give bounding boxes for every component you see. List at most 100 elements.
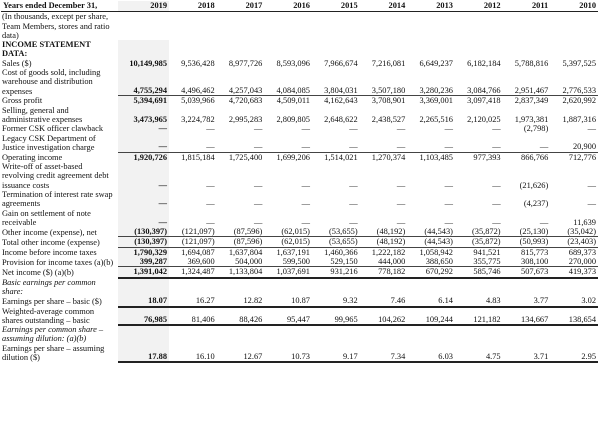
cell-value: — (118, 133, 169, 153)
income-statement-table: Years ended December 31, 2019 2018 2017 201… (1, 1, 598, 364)
cell-value (312, 278, 360, 297)
cell-value: (53,655) (311, 227, 360, 238)
cell-value: — (206, 217, 215, 227)
cell-value: 308,100 (502, 257, 551, 268)
cell-value (169, 325, 217, 344)
cell-value: 3,369,001 (419, 96, 453, 106)
cell-value: (23,403) (550, 236, 598, 248)
cell-value: 9,536,428 (181, 58, 215, 68)
cell-value: (21,626) (519, 180, 549, 190)
cell-value: (121,097) (169, 236, 217, 248)
cell-value: 7.34 (359, 343, 408, 364)
cell-value: 138,654 (550, 306, 598, 327)
cell-value: — (118, 208, 169, 228)
cell-value: 5,394,691 (118, 95, 169, 106)
cell-value: 2,648,622 (324, 115, 358, 125)
cell-value: 2,438,527 (371, 115, 406, 125)
row-label: Sales ($) (2, 58, 32, 68)
table-row: Sales ($) 10,149,985 9,536,428 8,977,726 8,5… (1, 58, 598, 69)
table-row: Provision for income taxes (a)(b) 399,287… (1, 257, 598, 268)
row-label: Total other income (expense) (2, 237, 100, 247)
cell-value (407, 278, 455, 297)
cell-value: 5,788,816 (514, 58, 549, 68)
cell-value: 1,037,691 (264, 266, 312, 279)
table-row: INCOME STATEMENT DATA: (1, 40, 598, 59)
cell-value: 1,103,485 (419, 152, 453, 162)
cell-value: 1,058,942 (419, 247, 453, 257)
cell-value: (44,543) (407, 227, 455, 238)
cell-value: 941,521 (473, 247, 501, 257)
cell-value: 99,965 (311, 306, 360, 327)
row-label: Gain on settlement of note receivable (2, 208, 91, 227)
cell-value: 7,216,081 (371, 58, 406, 68)
cell-value: (35,042) (550, 227, 598, 238)
cell-value (455, 40, 503, 59)
cell-value: 1,270,374 (371, 152, 406, 162)
cell-value (503, 325, 551, 344)
cell-value: 3,224,782 (181, 115, 215, 125)
cell-value (407, 325, 455, 344)
cell-value: — (301, 199, 310, 209)
table-row: Operating income 1,920,726 1,815,184 1,725,… (1, 152, 598, 163)
cell-value (360, 40, 408, 59)
cell-value: 20,900 (550, 133, 598, 153)
cell-value: — (396, 217, 406, 227)
cell-value: 689,373 (568, 247, 596, 257)
cell-value: — (216, 133, 265, 153)
header-title: Years ended December 31, (1, 1, 118, 13)
cell-value: — (444, 124, 453, 134)
cell-value (264, 40, 312, 59)
cell-value: — (301, 124, 310, 134)
cell-value: 3.71 (502, 343, 551, 364)
cell-value: 670,292 (407, 266, 455, 279)
cell-value: 2,776,533 (550, 68, 598, 97)
cell-value: 4,162,643 (324, 96, 358, 106)
table-row: Gain on settlement of note receivable — — —… (1, 208, 598, 228)
cell-value: — (311, 133, 360, 153)
cell-value: — (206, 124, 215, 134)
cell-value: (25,130) (502, 227, 551, 238)
cell-value: — (444, 180, 453, 190)
row-label: INCOME STATEMENT DATA: (2, 40, 91, 59)
cell-value: 1,637,804 (228, 247, 263, 257)
cell-value: 4.83 (454, 296, 503, 308)
cell-value: (130,397) (118, 227, 169, 238)
cell-value: 1,222,182 (371, 247, 406, 257)
cell-value (550, 278, 598, 297)
cell-value: 104,262 (359, 306, 408, 327)
cell-value (118, 40, 169, 59)
year-header: 2019 (118, 1, 169, 13)
cell-value: 3,473,965 (118, 105, 169, 125)
cell-value: (2,798) (523, 124, 549, 134)
cell-value: 444,000 (359, 257, 408, 268)
table-row: Cost of goods sold, including warehouse … (1, 68, 598, 97)
cell-value: — (444, 199, 453, 209)
cell-value: 3.02 (550, 296, 598, 308)
cell-value: 2,265,516 (419, 115, 453, 125)
cell-value: 88,426 (216, 306, 265, 327)
year-header: 2014 (359, 1, 408, 13)
cell-value: — (396, 180, 406, 190)
cell-value: (50,993) (502, 236, 551, 248)
cell-value: — (349, 180, 358, 190)
cell-value: — (502, 133, 551, 153)
cell-value: (4,237) (523, 199, 549, 209)
table-row: Termination of interest rate swap agreem… (1, 189, 598, 209)
cell-value: — (118, 189, 169, 209)
table-row: Income before income taxes 1,790,329 1,694… (1, 247, 598, 258)
cell-value: 866,766 (521, 152, 549, 162)
cell-value: — (253, 199, 263, 209)
cell-value: 504,000 (216, 257, 265, 268)
table-row: Weighted-average common shares outstandi… (1, 306, 598, 327)
cell-value: — (587, 180, 596, 190)
cell-value: — (407, 133, 455, 153)
cell-value: (87,596) (216, 236, 265, 248)
cell-value: 2,995,283 (228, 115, 263, 125)
year-header: 2012 (454, 1, 503, 13)
cell-value: 6.03 (407, 343, 455, 364)
cell-value: — (253, 124, 263, 134)
cell-value: 7.46 (359, 296, 408, 308)
table-body: INCOME STATEMENT DATA: Sales ($) 10,149,98… (1, 40, 598, 364)
cell-value: — (587, 199, 596, 209)
year-header: 2017 (216, 1, 265, 13)
